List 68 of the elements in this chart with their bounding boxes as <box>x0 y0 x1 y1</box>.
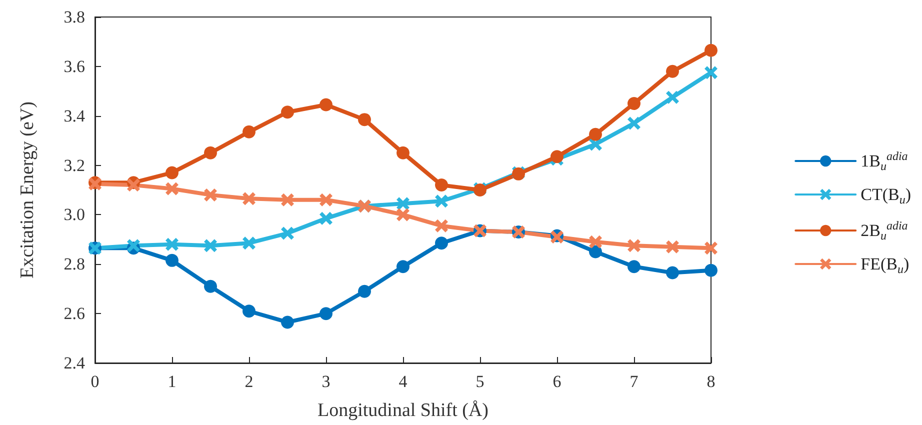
point <box>281 106 294 119</box>
point <box>435 178 448 192</box>
y-tick-label: 3.0 <box>64 205 85 224</box>
point <box>320 307 332 320</box>
x-tick-label: 2 <box>244 372 254 391</box>
y-tick-label: 3.4 <box>64 106 86 126</box>
x-tick-label: 6 <box>552 372 562 391</box>
point <box>242 236 256 250</box>
point <box>166 166 178 180</box>
point <box>204 239 217 252</box>
x-tick-label: 0 <box>90 372 100 391</box>
point <box>628 116 640 130</box>
x-axis-title: Longitudinal Shift (Å) <box>318 400 488 421</box>
point <box>435 219 448 232</box>
x-tick-label: 7 <box>630 372 639 391</box>
point <box>396 146 410 160</box>
point <box>396 208 410 222</box>
point <box>127 178 140 192</box>
x-tick-label: 8 <box>706 372 716 391</box>
point <box>628 260 640 274</box>
y-tick-label: 3.2 <box>64 156 85 175</box>
point <box>204 146 217 160</box>
point <box>396 197 410 210</box>
point <box>281 226 294 240</box>
point <box>589 235 602 248</box>
point <box>281 193 294 206</box>
point <box>628 97 640 110</box>
point <box>242 192 256 206</box>
point <box>204 188 217 202</box>
point <box>435 194 448 208</box>
point <box>320 212 332 225</box>
point <box>589 138 602 151</box>
point <box>281 316 294 329</box>
point <box>358 284 371 298</box>
point <box>204 280 217 293</box>
point <box>242 304 256 318</box>
point <box>666 64 679 78</box>
point <box>166 254 178 267</box>
y-tick-label: 3.8 <box>64 8 85 26</box>
point <box>589 245 602 258</box>
y-tick-label: 2.8 <box>64 254 85 274</box>
point <box>396 260 410 274</box>
point <box>704 242 718 255</box>
point <box>242 125 256 138</box>
x-tick-label: 4 <box>398 372 408 391</box>
y-tick-label: 3.6 <box>64 56 85 76</box>
point <box>704 66 718 80</box>
point <box>666 240 679 254</box>
point <box>127 239 140 252</box>
point <box>550 150 564 164</box>
x-tick-label: 5 <box>476 372 484 391</box>
x-tick-label: 3 <box>322 372 330 391</box>
point <box>666 266 679 280</box>
point <box>589 128 602 141</box>
y-tick-label: 2.6 <box>64 304 85 324</box>
x-tick-label: 1 <box>168 372 176 391</box>
point <box>704 44 718 57</box>
point <box>320 98 332 112</box>
point <box>666 90 679 104</box>
point <box>166 182 178 196</box>
point <box>704 264 718 277</box>
y-axis-title: Excitation Energy (eV) <box>17 102 38 278</box>
y-tick-label: 2.4 <box>64 354 86 372</box>
point <box>166 238 178 251</box>
point <box>358 113 371 126</box>
point <box>320 193 332 206</box>
point <box>435 236 448 250</box>
point <box>628 239 640 252</box>
